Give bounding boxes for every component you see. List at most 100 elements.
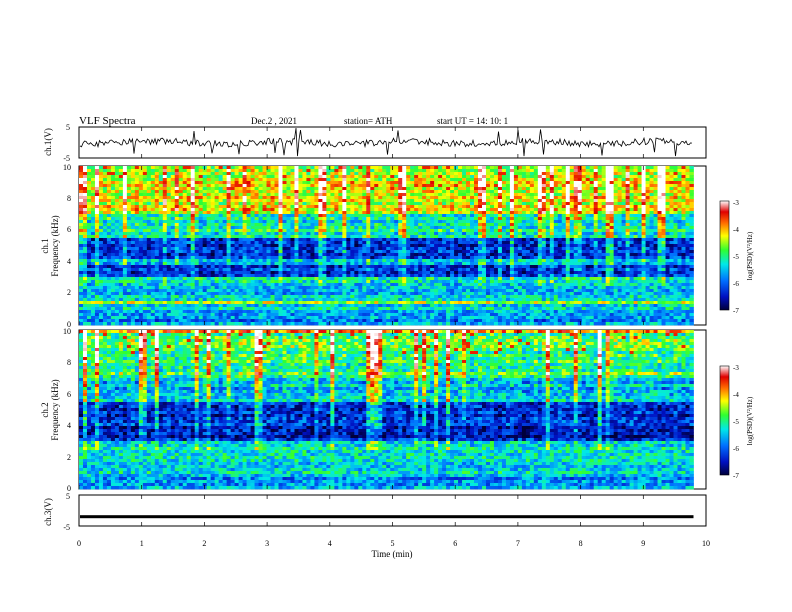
spectrogram-cell [677,253,682,257]
spectrogram-cell [434,169,439,173]
spectrogram-cell [242,166,247,170]
spectrogram-cell [458,256,463,260]
spectrogram-cell [122,238,128,242]
spectrogram-cell [402,247,407,251]
spectrogram-cell [677,193,682,197]
ch1-waveform-line [79,127,693,157]
spectrogram-cell [513,220,519,224]
spectrogram-cell [346,244,351,248]
spectrogram-cell [318,190,323,194]
spectrogram-cell [589,232,595,236]
spectrogram-cell [306,190,311,194]
spectrogram-cell [246,220,251,224]
spectrogram-cell [466,181,471,185]
spectrogram-cell [394,184,399,188]
spectrogram-cell [130,238,136,242]
spectrogram-cell [565,166,571,170]
spectrogram-cell [162,181,168,185]
spectrogram-cell [661,208,666,212]
spectrogram-cell [134,232,140,236]
spectrogram-cell [234,214,239,218]
spectrogram-cell [158,193,164,197]
spectrogram-cell [649,202,654,206]
spectrogram-cell [418,175,423,179]
spectrogram-cell [294,181,299,185]
spectrogram-cell [478,235,483,239]
spectrogram-cell [454,175,459,179]
spectrogram-cell [406,232,411,236]
spectrogram-cell [166,253,172,257]
spectrogram-cell [501,226,507,230]
spectrogram-cell [162,193,168,197]
spectrogram-cell [633,193,638,197]
spectrogram-cell [218,232,224,236]
spectrogram-cell [434,259,439,263]
spectrogram-cell [246,259,251,263]
spectrogram-cell [226,205,232,209]
spectrogram-cell [398,181,403,185]
spectrogram-cell [202,217,208,221]
spectrogram-cell [214,262,220,266]
spectrogram-cell [422,178,427,182]
spectrogram-cell [434,178,439,182]
spectrogram-cell [274,169,279,173]
spectrogram-cell [178,211,184,215]
spectrogram-cell [553,238,559,242]
spectrogram-cell [641,214,646,218]
spectrogram-cell [589,187,595,191]
spectrogram-cell [454,214,459,218]
spectrogram-cell [374,232,379,236]
spectrogram-cell [553,244,559,248]
spectrogram-cell [509,205,515,209]
spectrogram-cell [334,214,339,218]
spectrogram-cell [478,202,483,206]
spectrogram-cell [150,166,156,170]
spectrogram-cell [110,244,116,248]
spectrogram-cell [318,226,323,230]
spectrogram-cell [390,187,395,191]
spectrogram-cell [298,256,303,260]
spectrogram-cell [218,262,224,266]
spectrogram-cell [517,238,523,242]
spectrogram-cell [621,181,627,185]
spectrogram-cell [114,175,120,179]
spectrogram-cell [350,238,355,242]
spectrogram-cell [577,247,583,251]
spectrogram-cell [234,169,239,173]
spectrogram-cell [422,193,427,197]
spectrogram-cell [230,235,236,239]
spectrogram-cell [637,199,642,203]
spectrogram-cell [142,259,148,263]
spectrogram-cell [474,250,479,254]
spectrogram-cell [657,169,662,173]
spectrogram-cell [446,172,451,176]
spectrogram-cell [434,223,439,227]
spectrogram-cell [178,223,184,227]
spectrogram-cell [106,262,112,266]
spectrogram-cell [505,244,511,248]
spectrogram-cell [366,244,371,248]
spectrogram-cell [294,169,299,173]
spectrogram-cell [681,166,686,170]
spectrogram-cell [198,190,204,194]
spectrogram-cell [290,196,295,200]
spectrogram-cell [102,253,108,257]
spectrogram-cell [605,211,611,215]
spectrogram-cell [194,172,200,176]
spectrogram-cell [142,166,148,170]
spectrogram-cell [561,229,567,233]
spectrogram-cell [294,175,299,179]
spectrogram-cell [86,190,92,194]
spectrogram-cell [190,211,196,215]
spectrogram-cell [106,205,112,209]
spectrogram-cell [422,205,427,209]
spectrogram-cell [581,169,587,173]
spectrogram-cell [166,256,172,260]
spectrogram-cell [645,214,650,218]
spectrogram-cell [262,244,267,248]
spectrogram-cell [509,181,515,185]
spectrogram-cell [182,256,188,260]
spectrogram-cell [422,244,427,248]
spectrogram-cell [386,169,391,173]
spectrogram-cell [314,217,319,221]
